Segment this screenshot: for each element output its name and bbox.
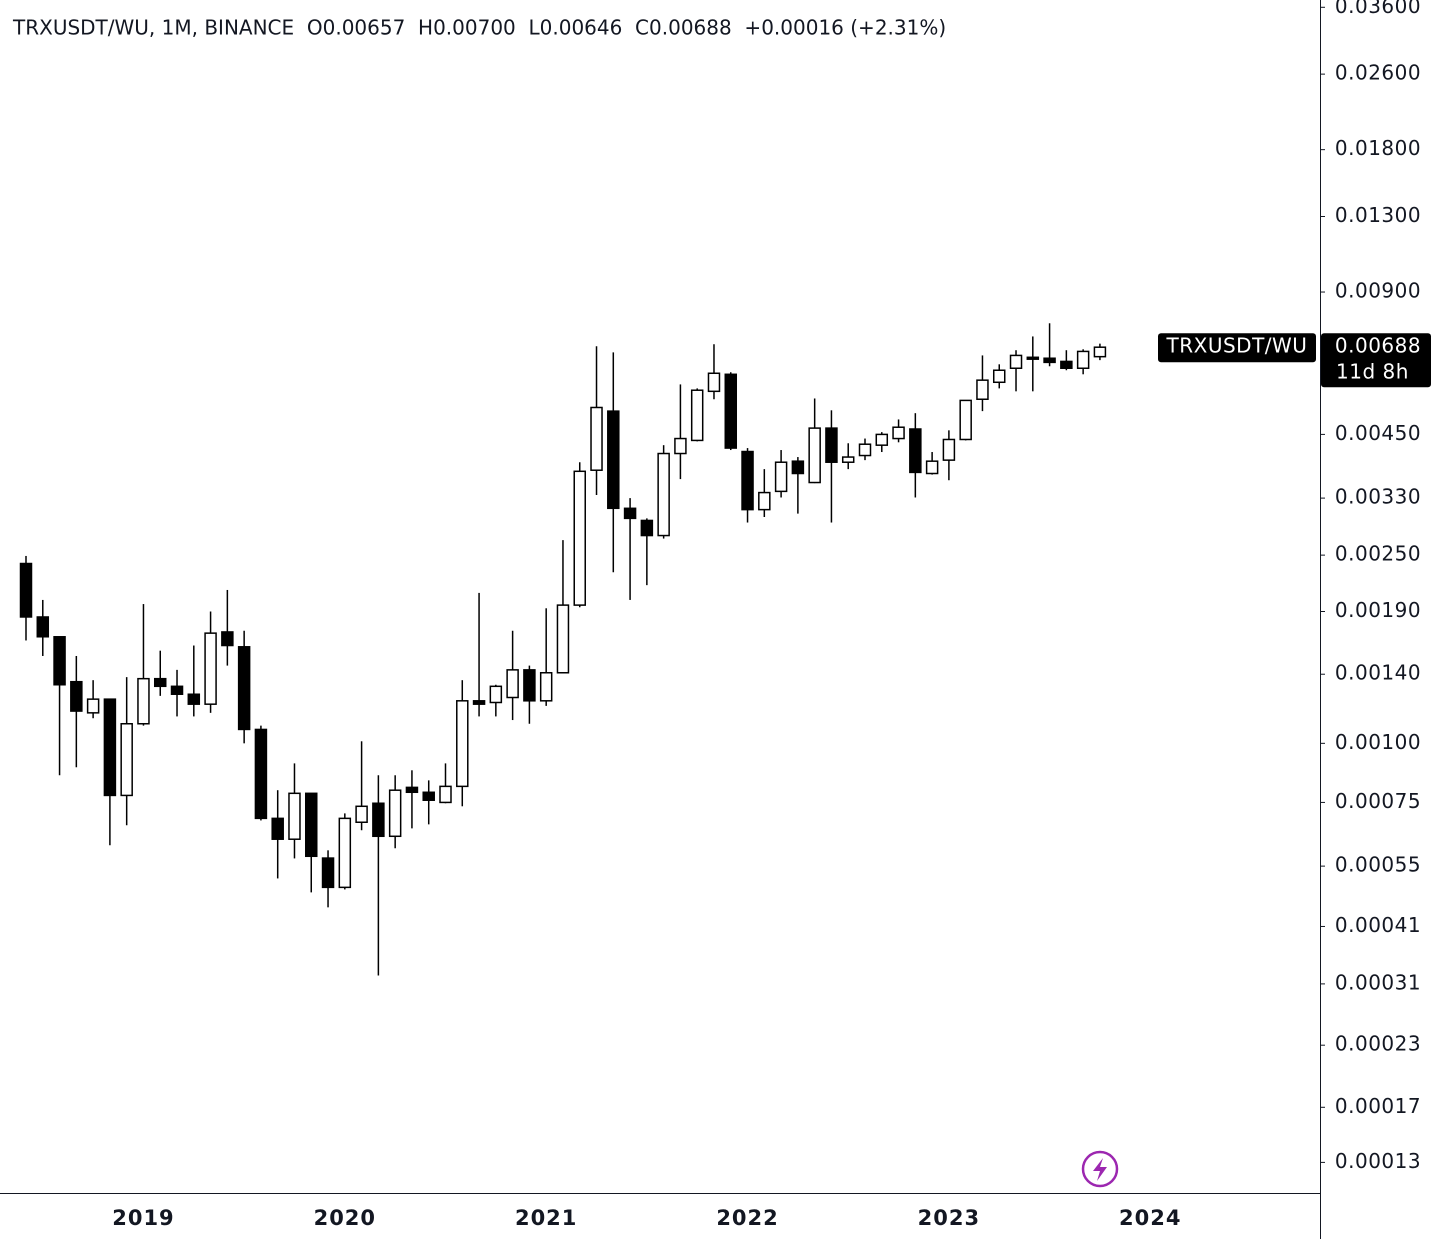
x-tick-label: 2020	[314, 1206, 376, 1230]
candle-body	[774, 461, 788, 493]
candle-body	[53, 636, 66, 686]
y-tick-label: 0.00055	[1335, 853, 1421, 877]
y-tick-label: 0.00013	[1335, 1149, 1421, 1173]
x-tick-label: 2023	[918, 1206, 980, 1230]
candle-body	[523, 669, 536, 702]
candle-body	[674, 437, 687, 455]
y-tick-label: 0.00450	[1335, 421, 1421, 445]
y-tick-label: 0.00250	[1335, 542, 1421, 566]
candle-body	[707, 372, 721, 393]
candle-body	[187, 693, 201, 705]
candle-body	[825, 427, 838, 463]
candle-body	[489, 685, 503, 704]
candle-body	[153, 677, 167, 688]
candle-body	[405, 786, 419, 794]
candle-body	[724, 373, 738, 449]
candle-body	[422, 791, 435, 801]
candle-body	[556, 604, 570, 674]
candle-body	[925, 460, 939, 475]
y-tick-label: 0.00900	[1335, 279, 1421, 303]
x-tick-label: 2019	[112, 1206, 174, 1230]
price-tag-bg	[1321, 333, 1431, 388]
candle-body	[221, 631, 234, 647]
candle-body	[758, 491, 771, 511]
candle-body	[338, 817, 352, 889]
candle-body	[841, 456, 855, 463]
candle-body	[321, 857, 335, 889]
x-tick-label: 2021	[515, 1206, 577, 1230]
candle-body	[657, 452, 670, 537]
candle-body	[472, 700, 486, 705]
y-tick-label: 0.00330	[1335, 485, 1421, 509]
candle-body	[741, 450, 754, 511]
candle-body	[120, 723, 133, 797]
symbol-tag: TRXUSDT/WU	[1166, 334, 1308, 358]
y-tick-label: 0.00031	[1335, 970, 1421, 994]
y-tick-label: 0.00075	[1335, 789, 1421, 813]
candle-body	[1026, 356, 1040, 360]
candle-body	[36, 616, 50, 638]
candle-body	[288, 792, 301, 840]
candle-body	[875, 433, 889, 446]
candle-body	[19, 562, 33, 618]
candle-body	[506, 669, 519, 699]
y-tick-label: 0.00190	[1335, 598, 1421, 622]
candle-body	[1043, 357, 1056, 364]
y-tick-label: 0.01300	[1335, 203, 1421, 227]
plot-area	[19, 323, 1107, 976]
y-tick-label: 0.01800	[1335, 136, 1421, 160]
candle-body	[942, 438, 956, 461]
candle-body	[170, 685, 184, 695]
candle-body	[305, 792, 318, 858]
candle-body	[137, 677, 150, 725]
candle-body	[607, 410, 620, 510]
candle-body	[892, 426, 905, 440]
candle-body	[254, 728, 268, 820]
lightning-icon[interactable]	[1081, 1150, 1119, 1188]
symbol-tag-bg	[1158, 333, 1316, 363]
x-tick-label: 2024	[1119, 1206, 1181, 1230]
candle-body	[808, 427, 821, 484]
candle-body	[204, 632, 217, 705]
chart-header: TRXUSDT/WU, 1M, BINANCE O0.00657 H0.0070…	[12, 16, 946, 40]
candle-body	[237, 646, 251, 731]
candle-body	[1093, 346, 1107, 358]
x-tick-label: 2022	[716, 1206, 778, 1230]
candle-body	[539, 672, 553, 702]
candle-body	[1076, 350, 1090, 369]
candle-body	[909, 428, 922, 474]
y-tick-label: 0.00041	[1335, 913, 1421, 937]
candle-body	[976, 379, 989, 400]
y-tick-label: 0.00100	[1335, 730, 1421, 754]
candle-body	[355, 805, 368, 823]
candle-body	[858, 443, 872, 457]
candle-body	[690, 389, 704, 442]
candle-body	[456, 700, 469, 788]
candle-body	[573, 470, 586, 606]
candle-body	[1009, 354, 1023, 369]
candle-body	[70, 680, 83, 712]
y-tick-label: 0.02600	[1335, 61, 1421, 85]
candle-body	[86, 698, 100, 714]
candle-body	[959, 399, 972, 441]
candle-body	[590, 406, 603, 471]
y-tick-label: 0.00023	[1335, 1032, 1421, 1056]
candle-body	[623, 507, 637, 520]
price-tag: 0.00688	[1335, 334, 1421, 358]
candle-body	[439, 785, 452, 804]
candle-body	[103, 698, 117, 797]
y-tick-label: 0.00017	[1335, 1094, 1421, 1118]
y-tick-label: 0.03600	[1335, 0, 1421, 18]
y-tick-label: 0.00140	[1335, 661, 1421, 685]
countdown: 11d 8h	[1336, 360, 1409, 384]
candle-body	[372, 802, 385, 838]
candle-body	[1060, 360, 1073, 369]
candle-body	[992, 369, 1006, 384]
candle-body	[271, 817, 284, 840]
candle-body	[791, 460, 805, 475]
candle-body	[388, 789, 402, 838]
candle-body	[640, 519, 654, 537]
